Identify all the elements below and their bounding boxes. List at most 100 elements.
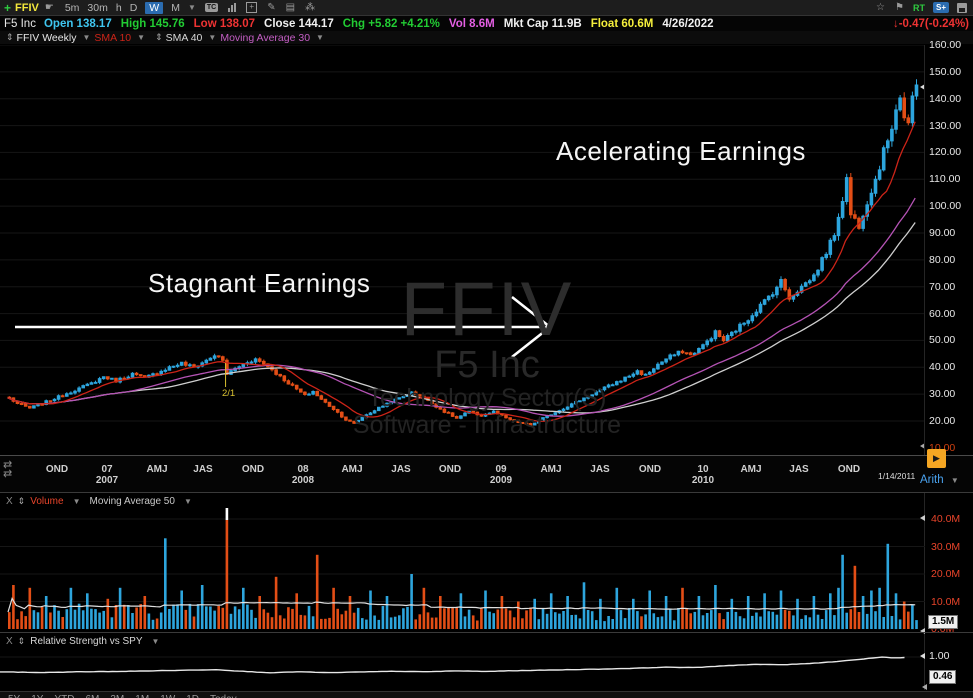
top-toolbar: + FFIV ☛ 5m 30m h D W M ▼ TC + ✎ ▤ ⁂ ☆ ⚑ RT S… — [0, 0, 973, 16]
x-axis-tick: JAS — [789, 464, 809, 475]
price-axis-label: 70.00 — [929, 280, 956, 293]
price-chart[interactable] — [0, 45, 925, 455]
scale-mode[interactable]: Arith ▼ — [920, 474, 959, 486]
share-icon[interactable]: ⁂ — [305, 2, 316, 13]
annotation-stagnant-earnings[interactable]: Stagnant Earnings — [148, 268, 371, 298]
quote-segment: Float 60.6M — [590, 17, 654, 30]
x-axis-tick: 10 2010 — [691, 464, 715, 486]
chart-type-icon[interactable] — [228, 3, 237, 12]
timeframe-W[interactable]: W — [145, 1, 164, 14]
price-axis-label: 20.00 — [929, 414, 956, 427]
timeframe-M[interactable]: M — [171, 1, 180, 14]
rs-one-marker-icon — [920, 653, 925, 659]
watchlist-star-icon[interactable]: ☆ — [876, 2, 886, 13]
last-bar-date: 1/14/2011 — [878, 471, 916, 481]
volume-axis-label: 20.0M — [931, 568, 961, 580]
dropdown-icon[interactable]: ▼ — [82, 33, 91, 42]
price-axis-label: 50.00 — [929, 334, 956, 347]
indicator-moving-average-30[interactable]: Moving Average 30 — [220, 31, 311, 44]
draw-pencil-icon[interactable]: ✎ — [267, 2, 276, 13]
price-axis-label: 100.00 — [929, 200, 962, 213]
quote-segment: Mkt Cap 11.9B — [503, 17, 582, 30]
indicator-sma-10[interactable]: SMA 10 — [94, 31, 132, 44]
relative-strength-chart[interactable] — [0, 632, 925, 690]
time-axis[interactable]: ⇄ ⇄ 1/14/2011 ▶ Arith ▼ OND 07 2007 AMJ JAS ON… — [0, 449, 973, 492]
volume-marker-icon — [920, 515, 925, 521]
realtime-indicator: RT — [912, 2, 925, 13]
quote-segment: Low 138.07 — [193, 17, 256, 30]
x-axis-tick: 09 2009 — [489, 464, 513, 486]
range-selector-bar: 5Y 1Y YTD 6M 3M 1M 1W 1D Today — [0, 691, 973, 698]
x-axis-tick: OND — [837, 464, 861, 475]
rs-header: X ⇕ Relative Strength vs SPY ▼ — [6, 636, 163, 647]
range-5y[interactable]: 5Y — [8, 694, 20, 698]
x-axis-tick: OND — [438, 464, 462, 475]
timeframe-dropdown-icon[interactable]: ▼ — [187, 3, 196, 12]
splus-badge: S+ — [932, 2, 949, 13]
volume-ma-dropdown-icon[interactable]: ▼ — [183, 497, 192, 506]
timeframe-h[interactable]: h — [115, 1, 122, 14]
range-1d[interactable]: 1D — [186, 694, 199, 698]
range-1y[interactable]: 1Y — [31, 694, 43, 698]
flag-icon[interactable]: ⚑ — [895, 2, 904, 13]
price-marker-icon — [920, 84, 925, 90]
resize-pane-icon[interactable]: ⇕ — [17, 636, 26, 646]
x-axis-tick: OND — [638, 464, 662, 475]
indicator-toolbar: ⇕ FFIV Weekly ▼ SMA 10 ▼ ⇕ SMA 40 ▼ Moving Avera… — [0, 31, 973, 44]
timeframe-30m[interactable]: 30m — [87, 1, 108, 14]
resize-icon[interactable]: ⇕ — [6, 32, 14, 42]
quote-segment: Open 138.17 — [43, 17, 112, 30]
close-volume-pane-button[interactable]: X — [6, 496, 13, 507]
volume-dropdown-icon[interactable]: ▼ — [72, 497, 81, 506]
dropdown-icon[interactable]: ▼ — [137, 33, 146, 42]
timeframe-5m[interactable]: 5m — [64, 1, 80, 14]
range-today[interactable]: Today — [210, 694, 237, 698]
x-axis-tick: AMJ — [540, 464, 562, 475]
range-1m[interactable]: 1M — [135, 694, 149, 698]
volume-ma-label[interactable]: Moving Average 50 — [89, 496, 175, 507]
resize-pane-icon[interactable]: ⇕ — [17, 496, 26, 506]
range-3m[interactable]: 3M — [110, 694, 124, 698]
tc2000-logo-icon[interactable]: TC — [204, 3, 219, 12]
x-axis-tick: JAS — [590, 464, 610, 475]
save-icon[interactable] — [957, 2, 967, 13]
range-6m[interactable]: 6M — [85, 694, 99, 698]
volume-zero-marker-icon — [920, 628, 925, 634]
resize-icon[interactable]: ⇕ — [155, 32, 163, 42]
quote-values: Open 138.17 High 145.76 Low 138.07 Close 14… — [44, 18, 723, 30]
quote-segment: High 145.76 — [120, 17, 185, 30]
notes-icon[interactable]: ▤ — [285, 2, 296, 13]
dropdown-icon[interactable]: ▼ — [316, 33, 324, 42]
annotation-accelerating-earnings[interactable]: Acelerating Earnings — [556, 136, 806, 166]
price-axis-label: 120.00 — [929, 146, 962, 159]
current-volume-badge: 1.5M — [928, 615, 959, 629]
range-ytd[interactable]: YTD — [54, 694, 74, 698]
close-rs-pane-button[interactable]: X — [6, 636, 13, 647]
volume-axis-label: 10.0M — [931, 595, 961, 608]
dropdown-icon[interactable]: ▼ — [208, 33, 217, 42]
volume-label[interactable]: Volume — [30, 496, 64, 507]
hand-pointer-icon[interactable]: ☛ — [44, 2, 54, 13]
symbol-label[interactable]: FFIV — [15, 1, 39, 14]
x-axis-tick: JAS — [193, 464, 213, 475]
add-indicator-icon[interactable]: + — [246, 2, 258, 13]
rs-dropdown-icon[interactable]: ▼ — [151, 637, 160, 646]
pan-chart-icon[interactable]: ⇄ ⇄ — [3, 459, 13, 480]
timeframe-D[interactable]: D — [129, 1, 138, 14]
indicator-sma-40[interactable]: SMA 40 — [165, 31, 203, 44]
arrow-annotation — [15, 295, 553, 359]
rs-label[interactable]: Relative Strength vs SPY — [30, 636, 143, 647]
add-symbol-icon[interactable]: + — [4, 0, 12, 15]
range-1w[interactable]: 1W — [160, 694, 175, 698]
price-axis-label: 160.00 — [929, 39, 962, 51]
indicator-ffiv-weekly[interactable]: FFIV Weekly — [16, 31, 77, 44]
volume-chart[interactable] — [0, 492, 925, 632]
x-axis-tick: OND — [241, 464, 265, 475]
quote-segment: 4/26/2022 — [662, 17, 714, 30]
play-button[interactable]: ▶ — [927, 449, 946, 468]
split-label: 2/1 — [222, 388, 236, 399]
rs-low-marker-icon — [922, 684, 927, 690]
price-axis-label: 30.00 — [929, 388, 956, 401]
x-axis-tick: AMJ — [740, 464, 762, 475]
